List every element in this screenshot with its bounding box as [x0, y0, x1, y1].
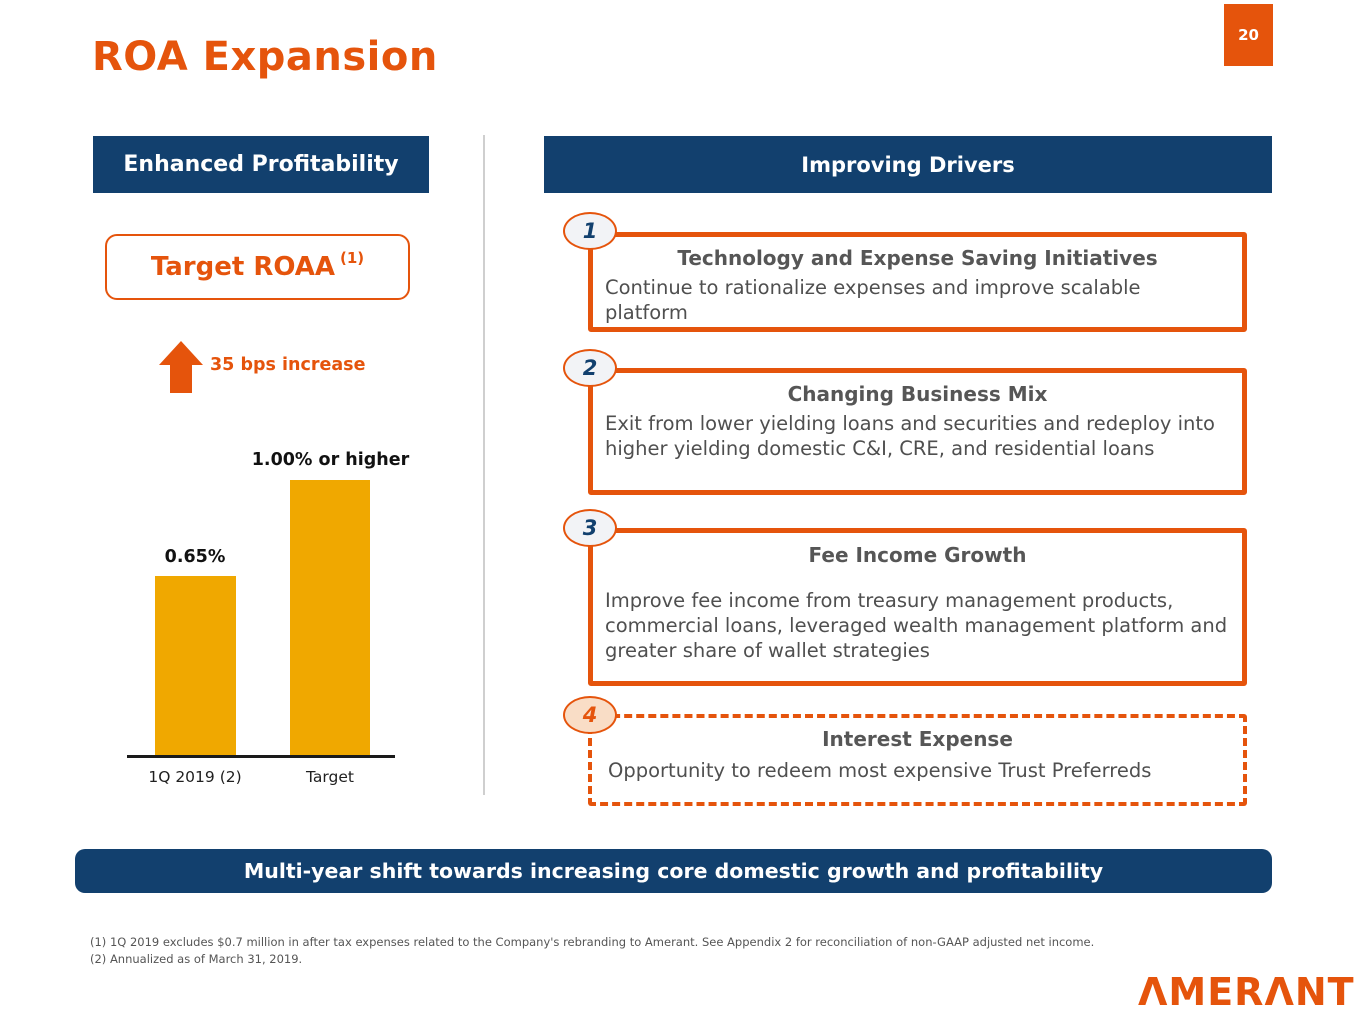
target-roaa-box: Target ROAA (1)	[105, 234, 410, 300]
driver-2-number-badge: 2	[563, 349, 617, 387]
target-roaa-footnote-ref: (1)	[340, 249, 365, 267]
driver-body: Opportunity to redeem most expensive Tru…	[608, 759, 1152, 782]
bar-value-label: 0.65%	[164, 547, 226, 567]
up-arrow-shaft	[170, 364, 192, 393]
up-arrow-icon	[159, 341, 203, 393]
chart-baseline	[127, 755, 395, 758]
driver-box-fee-income: Fee Income Growth Improve fee income fro…	[588, 528, 1247, 686]
driver-3-number-badge: 3	[563, 509, 617, 547]
bar-category-label: 1Q 2019 (2)	[148, 768, 242, 786]
footnote-1: (1) 1Q 2019 excludes $0.7 million in aft…	[90, 935, 1095, 949]
left-panel-header: Enhanced Profitability	[93, 136, 429, 193]
driver-body: Continue to rationalize expenses and imp…	[605, 276, 1141, 324]
driver-box-interest-expense: Interest Expense Opportunity to redeem m…	[588, 714, 1247, 806]
driver-4-number-badge: 4	[563, 696, 617, 734]
up-arrow-head	[159, 341, 203, 365]
right-panel-header: Improving Drivers	[544, 136, 1272, 193]
bps-increase-label: 35 bps increase	[210, 355, 366, 375]
page-title: ROA Expansion	[92, 34, 438, 80]
driver-box-business-mix: Changing Business Mix Exit from lower yi…	[588, 368, 1247, 495]
bar-1q2019	[155, 576, 236, 755]
footnote-2: (2) Annualized as of March 31, 2019.	[90, 951, 303, 966]
target-roaa-label: Target ROAA	[150, 252, 335, 282]
driver-title: Fee Income Growth	[808, 543, 1027, 567]
page-number-badge: 20	[1224, 4, 1273, 66]
vertical-divider	[483, 135, 485, 795]
bar-target	[290, 480, 370, 755]
driver-title: Interest Expense	[822, 727, 1013, 751]
driver-1-number-badge: 1	[563, 212, 617, 250]
driver-box-technology: Technology and Expense Saving Initiative…	[588, 232, 1247, 332]
amerant-logo: ΛMERΛNT	[1138, 970, 1355, 1014]
bar-category-label: Target	[306, 768, 354, 786]
driver-body: Improve fee income from treasury managem…	[605, 589, 1228, 662]
summary-banner: Multi-year shift towards increasing core…	[75, 849, 1272, 893]
footnotes: (1) 1Q 2019 excludes $0.7 million in aft…	[90, 934, 1094, 967]
bar-value-label: 1.00% or higher	[251, 450, 410, 470]
driver-body: Exit from lower yielding loans and secur…	[605, 412, 1215, 460]
driver-title: Changing Business Mix	[787, 382, 1048, 406]
driver-title: Technology and Expense Saving Initiative…	[677, 246, 1158, 270]
